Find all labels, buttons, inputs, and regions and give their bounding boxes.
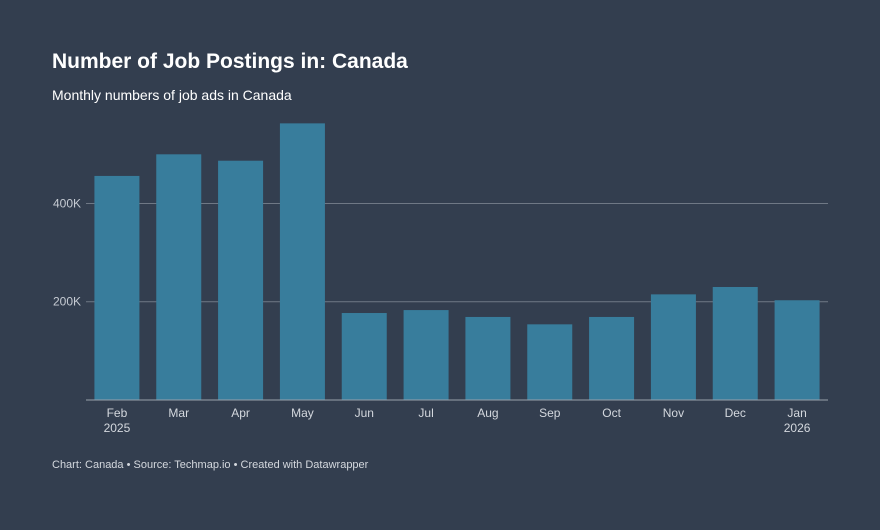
- footer-separator: •: [126, 459, 131, 471]
- footer-chart-label: Chart: Canada: [52, 459, 124, 471]
- bar: [156, 154, 202, 400]
- bar: [341, 313, 387, 400]
- x-tick-label: May: [291, 406, 314, 420]
- x-tick-label: Oct: [602, 406, 621, 420]
- x-tick-label: Sep: [539, 406, 561, 420]
- x-tick-label: Apr: [231, 406, 250, 420]
- x-tick-label: Jan: [787, 406, 806, 420]
- footer-source: Source: Techmap.io: [133, 459, 231, 471]
- x-tick-year-label: 2025: [104, 421, 131, 435]
- x-tick-label: Jun: [355, 406, 374, 420]
- x-tick-label: Dec: [725, 406, 746, 420]
- bar: [774, 300, 820, 400]
- x-tick-year-label: 2026: [784, 421, 811, 435]
- x-tick-label: Mar: [168, 406, 189, 420]
- x-tick-label: Nov: [663, 406, 684, 420]
- chart-footer: Chart: Canada • Source: Techmap.io • Cre…: [52, 459, 368, 471]
- y-tick-label: 400K: [53, 196, 81, 210]
- bar: [403, 310, 449, 400]
- x-tick-label: Jul: [418, 406, 433, 420]
- bar: [527, 324, 573, 400]
- chart-subtitle: Monthly numbers of job ads in Canada: [52, 87, 292, 103]
- y-tick-label: 200K: [53, 295, 81, 309]
- x-tick-label: Aug: [477, 406, 498, 420]
- bar: [218, 160, 264, 400]
- bar: [589, 316, 635, 400]
- bar: [279, 123, 325, 400]
- footer-separator: •: [233, 459, 238, 471]
- x-tick-label: Feb: [107, 406, 128, 420]
- footer-created-with: Created with Datawrapper: [240, 459, 369, 471]
- bar: [712, 286, 758, 400]
- bar: [650, 294, 696, 400]
- chart-title: Number of Job Postings in: Canada: [52, 50, 408, 73]
- bar: [94, 175, 140, 400]
- bar: [465, 316, 511, 400]
